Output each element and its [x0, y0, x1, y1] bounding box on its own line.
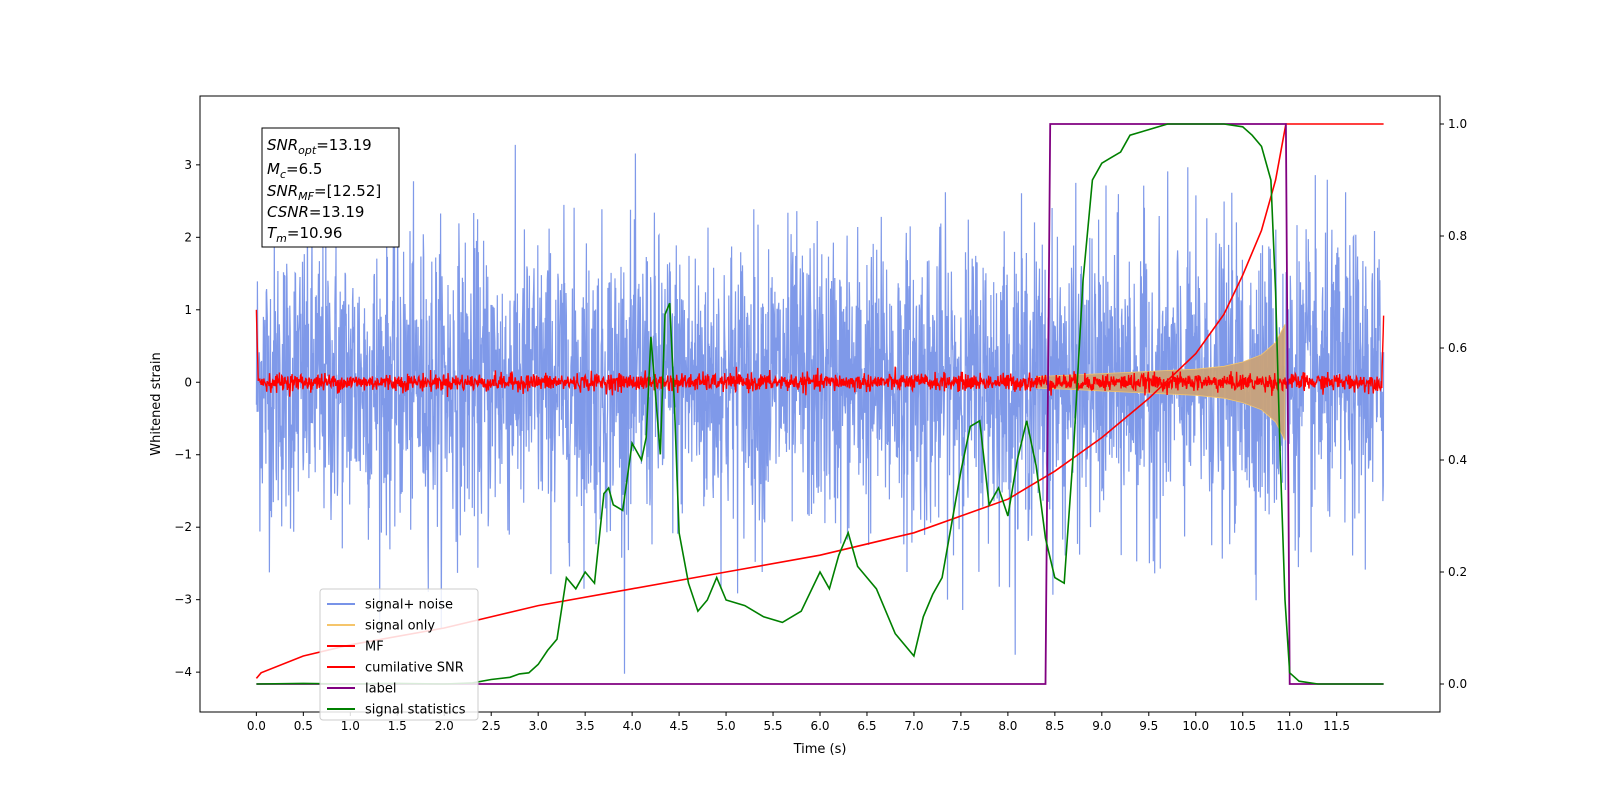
x-axis: 0.0 0.5 1.0 1.5 2.0 2.5 3.0 3.5 4.0 4.5 5.0 5.5 6.0 6… [247, 712, 1350, 733]
legend-label: cumilative SNR [365, 661, 464, 676]
y-tick-label: −3 [174, 593, 192, 607]
y-right-tick-label: 1.0 [1448, 117, 1467, 131]
x-tick-label: 8.5 [1045, 719, 1064, 733]
x-tick-label: 4.5 [670, 719, 689, 733]
annotation-mc: Mc=6.5 [267, 160, 322, 181]
x-tick-label: 6.5 [857, 719, 876, 733]
x-tick-label: 11.5 [1323, 719, 1350, 733]
x-axis-label: Time (s) [793, 742, 847, 757]
x-tick-label: 0.0 [247, 719, 266, 733]
legend-label: MF [365, 640, 384, 655]
y-tick-label: −1 [174, 448, 192, 462]
x-tick-label: 10.5 [1229, 719, 1256, 733]
y-tick-label: 2 [184, 230, 192, 244]
x-tick-label: 9.0 [1092, 719, 1111, 733]
y-right-tick-label: 0.4 [1448, 453, 1467, 467]
x-tick-label: 1.5 [388, 719, 407, 733]
x-tick-label: 6.0 [810, 719, 829, 733]
y-tick-label: 0 [184, 375, 192, 389]
annotation-snr-opt: SNRopt=13.19 [267, 136, 372, 157]
x-tick-label: 3.5 [576, 719, 595, 733]
annotation-snr-mf: SNRMF=[12.52] [267, 182, 381, 203]
plot-series [255, 123, 1385, 685]
legend-label: signal only [365, 619, 435, 634]
y-right-tick-label: 0.0 [1448, 677, 1467, 691]
y-right-tick-label: 0.8 [1448, 229, 1467, 243]
x-tick-label: 0.5 [294, 719, 313, 733]
y-tick-label: 1 [184, 303, 192, 317]
x-tick-label: 3.0 [529, 719, 548, 733]
legend-label: label [365, 682, 396, 697]
y-axis-right: 0.0 0.2 0.4 0.6 0.8 1.0 [1440, 117, 1467, 691]
y-right-tick-label: 0.2 [1448, 565, 1467, 579]
x-tick-label: 7.0 [904, 719, 923, 733]
y-right-tick-label: 0.6 [1448, 341, 1467, 355]
x-tick-label: 5.0 [717, 719, 736, 733]
legend-frame [319, 588, 479, 721]
annotation-frame [261, 127, 400, 248]
series-signal-statistics [256, 123, 1384, 685]
x-tick-label: 2.5 [482, 719, 501, 733]
annotation-box: SNRopt=13.19 Mc=6.5 SNRMF=[12.52] CSNR=1… [261, 127, 400, 248]
x-tick-label: 7.5 [951, 719, 970, 733]
y-tick-label: −4 [174, 665, 192, 679]
series-signal-noise [255, 144, 1385, 674]
x-tick-label: 4.0 [623, 719, 642, 733]
y-tick-label: −2 [174, 520, 192, 534]
y-axis-label: Whitened strain [149, 352, 164, 455]
series-mf [255, 309, 1385, 398]
legend-label: signal statistics [365, 703, 466, 718]
annotation-tm: Tm=10.96 [267, 224, 342, 245]
annotation-csnr: CSNR=13.19 [267, 203, 364, 221]
y-axis-left: −4 −3 −2 −1 0 1 2 3 [174, 158, 200, 679]
x-tick-label: 11.0 [1276, 719, 1303, 733]
legend-label: signal+ noise [365, 598, 453, 613]
x-tick-label: 1.0 [341, 719, 360, 733]
x-tick-label: 10.0 [1182, 719, 1209, 733]
x-tick-label: 9.5 [1139, 719, 1158, 733]
x-tick-label: 8.0 [998, 719, 1017, 733]
y-tick-label: 3 [184, 158, 192, 172]
legend: signal+ noise signal only MF cumilative SNR… [319, 588, 479, 721]
x-tick-label: 2.0 [435, 719, 454, 733]
x-tick-label: 5.5 [763, 719, 782, 733]
